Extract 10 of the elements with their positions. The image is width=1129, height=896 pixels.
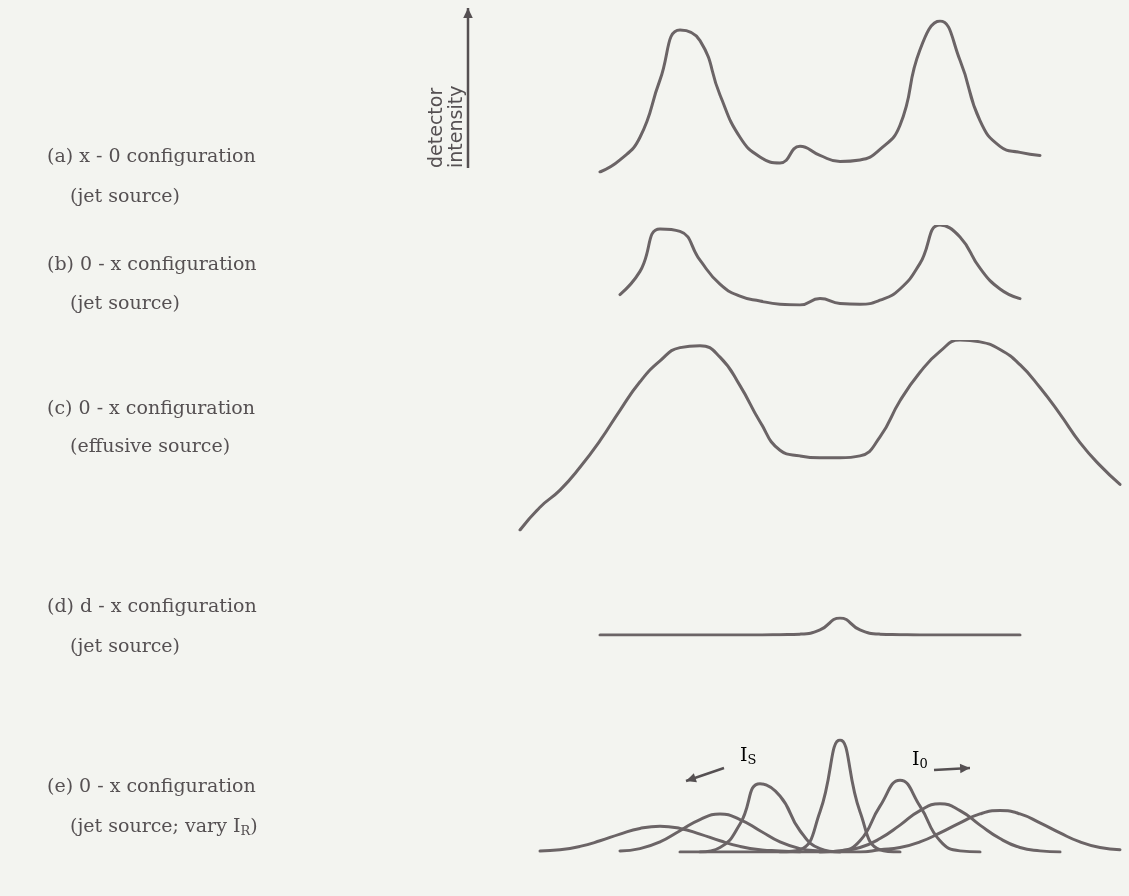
text: (b) 0 - x configuration <box>47 252 257 274</box>
y-axis-title: detector intensity <box>424 85 466 168</box>
text: (jet source) <box>70 184 181 206</box>
text: (jet source) <box>70 291 181 313</box>
text: (jet source) <box>70 634 181 656</box>
chart-title: (d) d - x configuration <box>47 594 257 616</box>
text: (c) 0 - x configuration <box>47 396 256 418</box>
text: (a) x - 0 configuration <box>47 144 256 166</box>
text: (effusive source) <box>70 434 231 456</box>
text: (e) 0 - x configuration <box>47 774 256 796</box>
